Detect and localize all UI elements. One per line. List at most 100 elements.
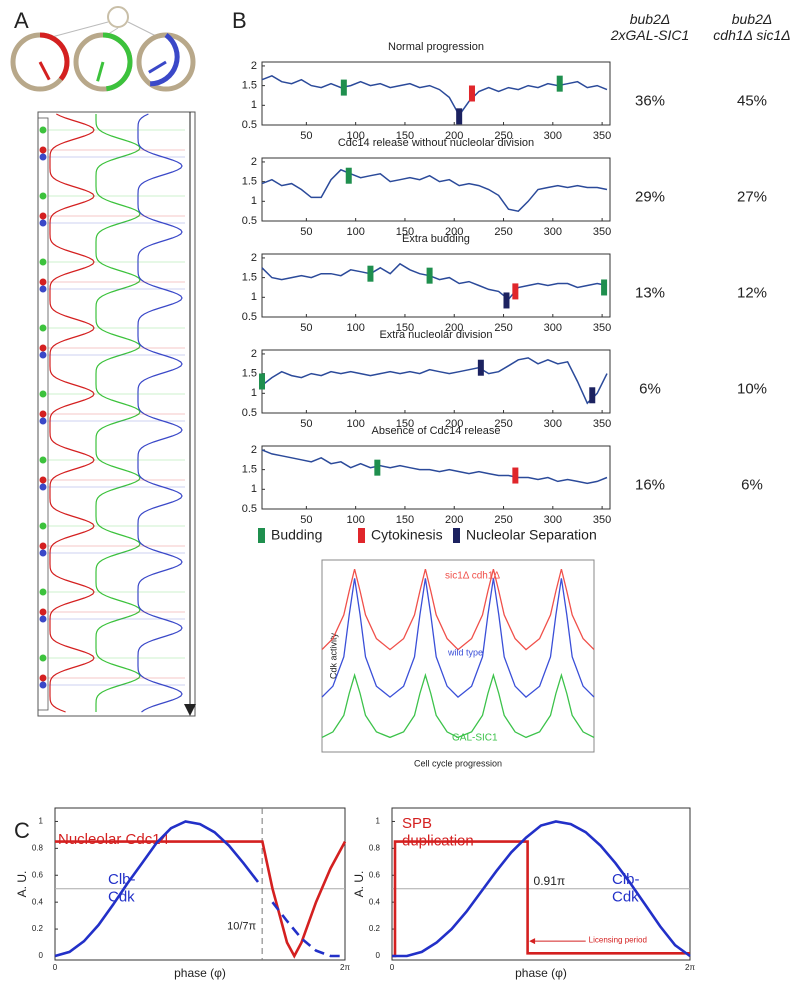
x-tick-label: 300 [544,514,562,526]
plot-frame [261,157,611,222]
arrow-head [529,938,536,945]
cycle-arc [149,32,180,87]
event-dot [39,344,47,352]
plot-frame [261,253,611,318]
plot-frame [54,807,346,961]
percentage: 36% [635,92,665,109]
percentage: 13% [635,284,665,301]
x-tick-label: 100 [346,130,364,142]
event-dot [39,654,47,662]
trace [137,113,183,713]
percentage: 45% [737,92,767,109]
y-axis-label: A. U. [15,871,29,898]
y-tick-label: 0.2 [369,924,381,933]
x-tick-label: 250 [494,130,512,142]
text-line: cdh1Δ sic1Δ [713,27,790,43]
y-tick-label: 1 [251,387,257,399]
x-tick-label: 250 [494,514,512,526]
series-line [321,672,595,739]
series-label: GAL-SIC1 [452,733,498,744]
event-marker [340,79,347,96]
event-dot [39,417,47,425]
x-tick-label: 250 [494,418,512,430]
cycle-hand [38,61,51,81]
y-tick-label: 1.5 [242,80,257,92]
x-tick-label: 50 [300,130,312,142]
x-tick-label: 50 [300,322,312,334]
x-tick-label: 50 [300,226,312,238]
event-marker [259,373,265,390]
x-tick-label: 2π [685,963,695,972]
event-dot [39,615,47,623]
event-dot [39,192,47,200]
y-tick-label: 0.5 [242,119,257,131]
legend-swatch [258,528,265,543]
series-line [261,357,608,405]
vline-label: 10/7π [227,920,256,932]
series-line [261,74,608,117]
event-dot [39,219,47,227]
event-marker [512,283,519,300]
x-axis-label: phase (φ) [515,966,567,980]
y-tick-label: 1 [39,817,44,826]
clock-icon [107,6,129,28]
cycle-arc [102,32,133,92]
chart-title: Absence of Cdc14 release [371,425,500,437]
cycle-hand [148,60,167,74]
y-tick-label: 0.6 [369,870,381,879]
y-tick-label: 0.8 [369,843,381,852]
percentage: 6% [741,476,763,493]
text-line: SPB [402,815,432,832]
text-line: Clb- [108,871,136,888]
arrow-head [184,704,196,716]
event-dot [39,212,47,220]
event-dot [39,483,47,491]
series-label: wild type [447,647,483,657]
series-label: Clb-Cdk [108,871,136,905]
series-label: SPB duplication [402,815,474,849]
annotation: Licensing period [589,935,647,944]
x-tick-label: 100 [346,322,364,334]
y-tick-label: 0.4 [32,897,44,906]
y-tick-label: 2 [251,60,257,72]
chart-title: Extra nucleolar division [379,329,492,341]
event-marker [589,387,596,404]
event-dot [39,351,47,359]
percentage: 29% [635,188,665,205]
x-tick-label: 200 [445,322,463,334]
y-tick-label: 2 [251,252,257,264]
y-tick-label: 0.5 [242,215,257,227]
x-tick-label: 300 [544,418,562,430]
series-line [54,820,260,958]
event-dot [39,456,47,464]
event-dot [39,681,47,689]
x-tick-label: 50 [300,418,312,430]
y-tick-label: 1.5 [242,368,257,380]
y-tick-label: 0.5 [242,407,257,419]
column-header: bub2Δ 2xGAL-SIC1 [610,11,690,43]
legend-swatch [358,528,365,543]
event-marker [512,467,519,484]
plot-frame [261,445,611,510]
event-dot [39,608,47,616]
event-dot [39,324,47,332]
text-line: duplication [402,832,474,849]
chart-title: Extra budding [402,233,470,245]
y-tick-label: 0.2 [32,924,44,933]
y-tick-label: 1.5 [242,272,257,284]
event-marker [374,459,381,476]
x-tick-label: 2π [340,963,350,972]
x-tick-label: 350 [593,130,611,142]
y-tick-label: 0 [39,951,44,960]
x-tick-label: 200 [445,130,463,142]
event-dot [39,410,47,418]
series-line [321,568,595,651]
event-dot [39,278,47,286]
event-marker [456,108,463,125]
y-tick-label: 1 [251,99,257,111]
x-tick-label: 300 [544,130,562,142]
plot-frame [261,61,611,126]
y-tick-label: 0 [376,951,381,960]
event-marker [477,359,484,376]
x-tick-label: 0 [53,963,58,972]
